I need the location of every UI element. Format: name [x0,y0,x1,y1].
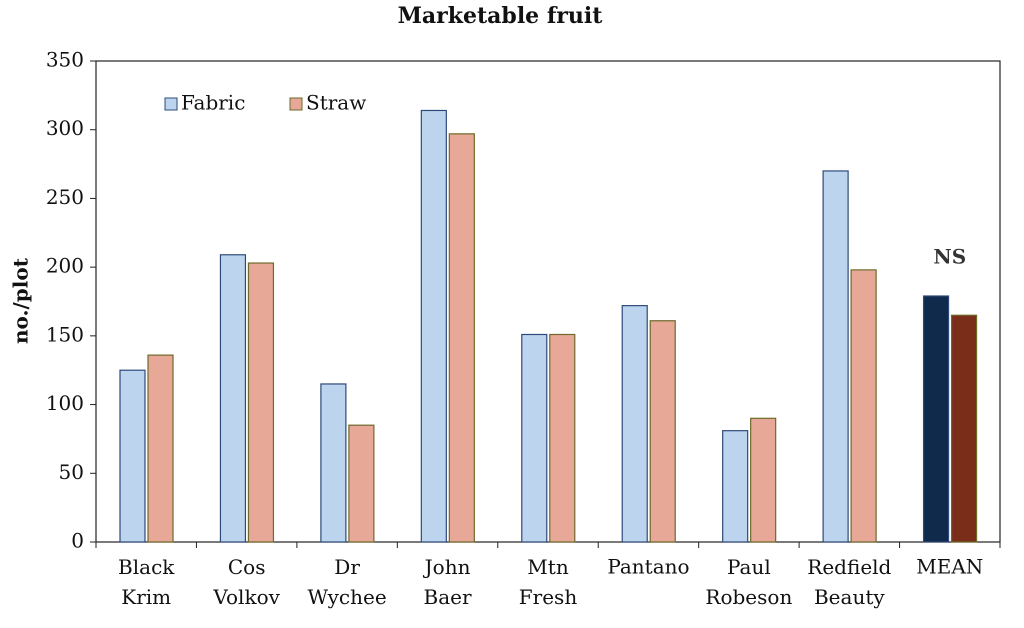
bar [247,262,275,543]
bar [119,369,146,543]
legend-label: Straw [306,91,366,115]
annotation: NS [933,245,966,269]
bar [950,314,978,543]
y-tick-label: 250 [46,185,84,209]
x-tick-label: Dr Wychee [308,555,387,609]
chart-title: Marketable fruit [398,3,604,29]
bar [420,109,447,543]
bar [750,417,777,543]
y-tick-label: 350 [46,48,84,72]
y-axis-label: no./plot [9,257,33,344]
x-tick-label: MEAN [916,555,983,579]
bar [649,320,676,543]
bar [448,133,475,543]
legend-swatch [289,97,303,111]
y-tick-label: 50 [59,460,84,484]
legend-swatch [164,97,178,111]
x-tick-label: Mtn Fresh [519,555,578,609]
bar [822,170,849,543]
x-tick-label: Redfield Beauty [807,555,891,609]
x-tick-label: Paul Robeson [705,555,792,609]
bar [850,269,877,543]
bar [219,254,247,543]
legend-label: Fabric [181,91,245,115]
x-tick-label: Pantano [607,555,689,579]
bar [147,354,174,543]
bar [722,430,749,543]
y-tick-label: 150 [46,322,84,346]
x-tick-label: Cos Volkov [212,555,280,609]
bar [320,383,347,543]
bar [549,333,576,543]
plot-frame [95,60,1001,543]
bar [521,333,548,543]
bar [922,295,950,543]
y-tick-label: 300 [46,116,84,140]
y-tick-label: 100 [46,391,84,415]
y-tick-label: 200 [46,254,84,278]
y-tick-label: 0 [71,529,84,553]
x-tick-label: John Baer [423,555,472,609]
bar [621,305,648,543]
x-tick-label: Black Krim [118,555,175,609]
bar [348,424,375,543]
